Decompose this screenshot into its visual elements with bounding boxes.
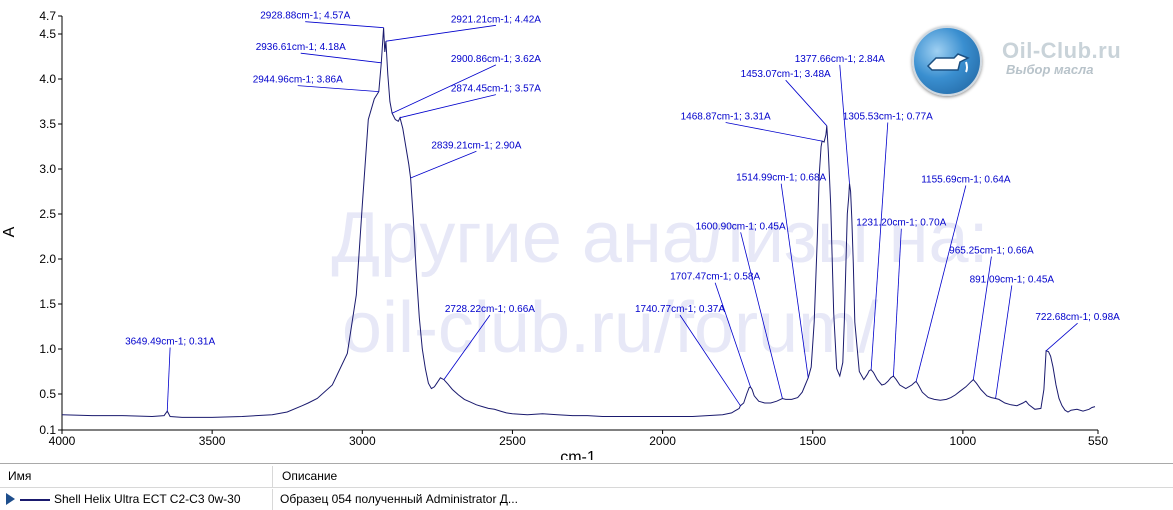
peak-label: 1305.53cm-1; 0.77A <box>843 112 933 123</box>
arrow-right-icon <box>6 493 15 505</box>
spectrum-series <box>61 27 1096 418</box>
y-tick-label: 0.5 <box>39 387 56 401</box>
peak-leader-line <box>725 122 823 142</box>
x-tick-label: 4000 <box>49 434 76 448</box>
y-tick-label: 1.5 <box>39 297 56 311</box>
peak-label: 2936.61cm-1; 4.18A <box>256 42 346 53</box>
peak-leader-line <box>714 282 751 387</box>
peak-label: 722.68cm-1; 0.98A <box>1035 312 1120 323</box>
peak-leader-line <box>443 314 491 380</box>
peak-label: 1707.47cm-1; 0.58A <box>670 272 760 283</box>
peak-leader-line <box>391 64 497 114</box>
peak-leader-line <box>305 21 384 29</box>
y-tick-label: 4.7 <box>39 9 56 23</box>
y-tick-label: 0.1 <box>39 423 56 437</box>
peak-leader-line <box>893 228 902 377</box>
y-tick-label: 1.0 <box>39 342 56 356</box>
peak-label: 2728.22cm-1; 0.66A <box>445 304 535 315</box>
peak-leader-line <box>839 64 850 184</box>
column-header-name-label: Имя <box>8 469 32 483</box>
table-row[interactable]: Shell Helix Ultra ECT C2-C3 0w-30 Образе… <box>0 489 1173 510</box>
peak-label: 2839.21cm-1; 2.90A <box>431 140 521 151</box>
watermark-line-2: oil-club.ru/forum/ <box>342 288 878 368</box>
y-tick-label: 4.5 <box>39 27 56 41</box>
watermark: Другие анализы на: oil-club.ru/forum/ <box>331 198 988 368</box>
spectrum-line <box>61 27 1096 418</box>
peak-leader-line <box>300 52 382 64</box>
y-axis-title: A <box>1 226 18 237</box>
peak-label: 2874.45cm-1; 3.57A <box>451 84 541 95</box>
peak-label: 1155.69cm-1; 0.64A <box>921 175 1011 186</box>
peak-label: 2921.21cm-1; 4.42A <box>451 14 541 25</box>
peak-leader-line <box>679 314 741 406</box>
peak-label: 3649.49cm-1; 0.31A <box>125 337 215 348</box>
peak-leader-line <box>410 150 477 179</box>
series-description: Образец 054 полученный Administrator Д..… <box>280 492 518 506</box>
x-tick-label: 1500 <box>799 434 826 448</box>
peak-leader-line <box>972 256 992 380</box>
y-tick-label: 3.5 <box>39 117 56 131</box>
x-tick-label: 3500 <box>199 434 226 448</box>
peak-leader-line <box>785 79 828 127</box>
peak-leader-line <box>995 285 1013 399</box>
series-table: Имя Описание Shell Helix Ultra ECT C2-C3… <box>0 463 1173 510</box>
x-tick-label: 2500 <box>499 434 526 448</box>
peak-label: 1231.20cm-1; 0.70A <box>856 218 946 229</box>
peak-label: 1377.66cm-1; 2.84A <box>795 54 885 65</box>
peak-label: 1514.99cm-1; 0.68A <box>736 173 826 184</box>
x-tick-label: 1000 <box>950 434 977 448</box>
oil-club-logo: Oil-Club.ru Выбор масла <box>908 24 1148 100</box>
axes: 4000 3500 3000 2500 2000 1500 1000 550 0.1 0.5 1.0… <box>39 9 1108 448</box>
chart-svg: Другие анализы на: oil-club.ru/forum/ 40… <box>1 9 1120 460</box>
peak-label: 2944.96cm-1; 3.86A <box>253 75 343 86</box>
spectrum-chart: Другие анализы на: oil-club.ru/forum/ 40… <box>1 9 1148 460</box>
peak-label: 2928.88cm-1; 4.57A <box>260 11 350 22</box>
column-header-description-label: Описание <box>282 469 338 483</box>
y-tick-label: 3.0 <box>39 162 56 176</box>
peak-leader-line <box>870 122 889 370</box>
x-tick-label: 550 <box>1088 434 1108 448</box>
logo-subtitle: Выбор масла <box>1006 62 1094 77</box>
peak-label: 1740.77cm-1; 0.37A <box>635 304 725 315</box>
peak-label: 2900.86cm-1; 3.62A <box>451 54 541 65</box>
peak-label: 891.09cm-1; 0.45A <box>970 274 1055 285</box>
y-tick-label: 2.5 <box>39 207 56 221</box>
peak-label: 965.25cm-1; 0.66A <box>949 246 1034 257</box>
oil-can-icon <box>912 26 982 96</box>
y-tick-label: 2.0 <box>39 252 56 266</box>
peak-annotations: 2928.88cm-1; 4.57A 2921.21cm-1; 4.42A 2936… <box>125 11 1120 412</box>
peak-leader-line <box>297 85 379 92</box>
peak-leader-line <box>740 232 783 399</box>
watermark-line-1: Другие анализы на: <box>331 198 988 278</box>
y-tick-label: 4.0 <box>39 72 56 86</box>
series-description-cell[interactable]: Образец 054 полученный Administrator Д..… <box>274 489 1164 510</box>
x-tick-label: 2000 <box>649 434 676 448</box>
peak-leader-line <box>915 185 967 382</box>
peak-label: 1453.07cm-1; 3.48A <box>741 69 831 80</box>
series-name-cell[interactable]: Shell Helix Ultra ECT C2-C3 0w-30 <box>0 489 273 510</box>
x-tick-label: 3000 <box>349 434 376 448</box>
peak-leader-line <box>166 347 171 412</box>
peak-leader-line <box>385 24 496 42</box>
series-name: Shell Helix Ultra ECT C2-C3 0w-30 <box>54 492 241 506</box>
column-header-name[interactable]: Имя <box>0 466 273 487</box>
logo-name: Oil-Club.ru <box>1002 38 1122 63</box>
peak-leader-line <box>399 94 497 119</box>
column-header-description[interactable]: Описание <box>274 466 1164 487</box>
table-header: Имя Описание <box>0 466 1173 488</box>
series-line-swatch <box>20 499 50 501</box>
peak-label: 1468.87cm-1; 3.31A <box>681 112 771 123</box>
peak-label: 1600.90cm-1; 0.45A <box>696 221 786 232</box>
peak-leader-line <box>1045 322 1078 352</box>
x-axis-title: cm-1 <box>560 449 596 460</box>
peak-leader-line <box>780 183 809 378</box>
